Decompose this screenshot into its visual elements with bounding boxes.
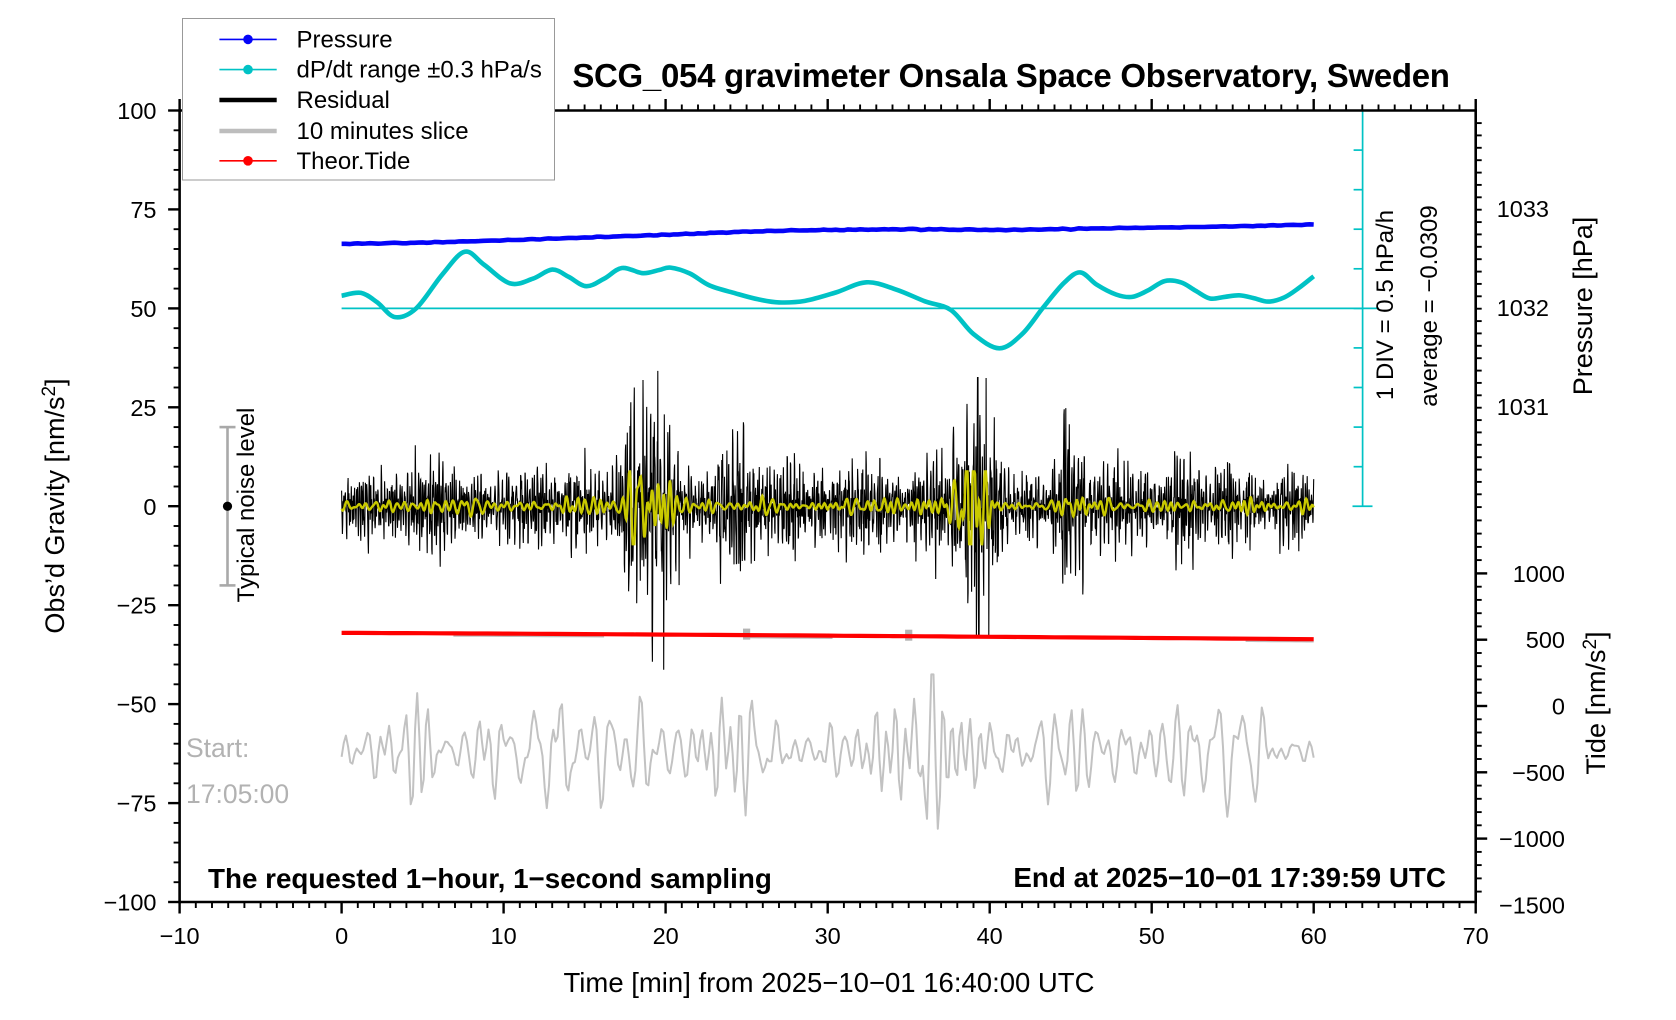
svg-text:1032: 1032 [1497, 295, 1549, 321]
svg-text:−50: −50 [117, 692, 157, 718]
svg-text:17:05:00: 17:05:00 [186, 779, 289, 809]
svg-text:−100: −100 [104, 890, 157, 916]
svg-text:60: 60 [1301, 923, 1327, 949]
svg-text:−1500: −1500 [1499, 892, 1565, 918]
svg-text:10: 10 [491, 923, 517, 949]
svg-text:0: 0 [1552, 694, 1565, 720]
svg-text:−10: −10 [160, 923, 200, 949]
svg-text:1 DIV = 0.5 hPa/h: 1 DIV = 0.5 hPa/h [1372, 210, 1399, 400]
svg-text:Residual: Residual [297, 87, 390, 114]
svg-text:0: 0 [335, 923, 348, 949]
svg-text:Theor.Tide: Theor.Tide [297, 148, 411, 175]
svg-text:20: 20 [653, 923, 679, 949]
svg-text:Time [min] from 2025−10−01 16:: Time [min] from 2025−10−01 16:40:00 UTC [564, 967, 1095, 998]
svg-text:SCG_054 gravimeter Onsala Spac: SCG_054 gravimeter Onsala Space Observat… [572, 57, 1449, 94]
svg-text:1000: 1000 [1513, 561, 1565, 587]
svg-text:1031: 1031 [1497, 394, 1549, 420]
svg-text:Pressure [hPa]: Pressure [hPa] [1568, 217, 1598, 396]
svg-text:75: 75 [130, 197, 156, 223]
svg-text:100: 100 [117, 98, 156, 124]
svg-text:70: 70 [1463, 923, 1489, 949]
svg-text:−500: −500 [1512, 760, 1565, 786]
svg-text:−1000: −1000 [1499, 826, 1565, 852]
svg-text:500: 500 [1526, 627, 1565, 653]
svg-text:dP/dt range ±0.3 hPa/s: dP/dt range ±0.3 hPa/s [297, 57, 542, 84]
svg-text:−25: −25 [117, 593, 157, 619]
svg-text:10 minutes slice: 10 minutes slice [297, 118, 469, 145]
svg-text:0: 0 [143, 494, 156, 520]
svg-text:1033: 1033 [1497, 196, 1549, 222]
svg-text:50: 50 [130, 296, 156, 322]
svg-text:Pressure: Pressure [297, 26, 393, 53]
svg-text:Typical noise level: Typical noise level [233, 408, 260, 603]
svg-text:Start:: Start: [186, 733, 249, 763]
svg-text:25: 25 [130, 395, 156, 421]
svg-text:50: 50 [1139, 923, 1165, 949]
svg-text:The requested 1−hour, 1−second: The requested 1−hour, 1−second sampling [208, 863, 772, 894]
svg-text:average = −0.0309: average = −0.0309 [1416, 205, 1443, 407]
svg-text:−75: −75 [117, 791, 157, 817]
svg-text:End at 2025−10−01 17:39:59 UTC: End at 2025−10−01 17:39:59 UTC [1013, 862, 1446, 893]
svg-text:Obs’d Gravity [nm/s2]: Obs’d Gravity [nm/s2] [39, 378, 70, 633]
svg-text:Tide [nm/s2]: Tide [nm/s2] [1580, 631, 1611, 774]
svg-text:40: 40 [977, 923, 1003, 949]
svg-text:30: 30 [815, 923, 841, 949]
